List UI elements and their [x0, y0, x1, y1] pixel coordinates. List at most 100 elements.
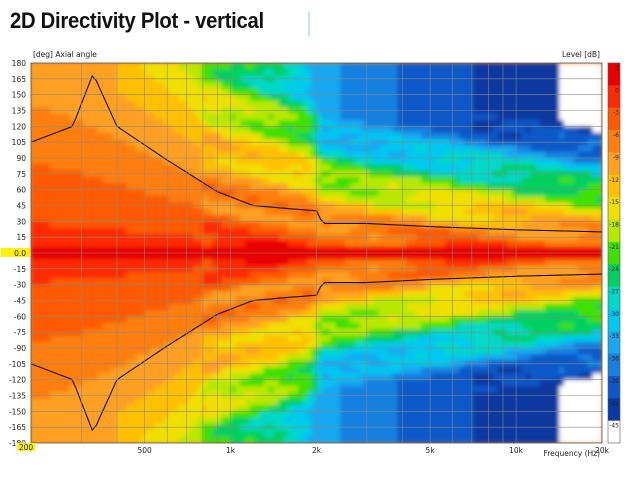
heatmap-cell [54, 322, 61, 330]
heatmap-cell [345, 164, 351, 172]
heatmap-cell [183, 436, 189, 443]
heatmap-cell [326, 215, 332, 222]
heatmap-cell [59, 430, 65, 438]
heatmap-cell [135, 132, 142, 140]
heatmap-cell [249, 88, 256, 96]
heatmap-cell [121, 158, 127, 165]
heatmap-cell [235, 379, 241, 387]
heatmap-cell [235, 329, 241, 336]
heatmap-cell [240, 405, 246, 412]
heatmap-cell [64, 335, 70, 343]
heatmap-cell [230, 63, 237, 70]
heatmap-cell [249, 278, 256, 286]
heatmap-cell [88, 183, 94, 191]
heatmap-cell [402, 189, 408, 197]
heatmap-cell [116, 436, 123, 443]
heatmap-cell [54, 177, 61, 184]
heatmap-cell [149, 246, 156, 254]
heatmap-cell [45, 278, 51, 286]
heatmap-cell [154, 69, 161, 77]
heatmap-cell [335, 63, 341, 70]
heatmap-cell [302, 310, 308, 317]
heatmap-cell [83, 227, 89, 235]
heatmap-cell [249, 405, 256, 412]
heatmap-cell [197, 278, 203, 286]
heatmap-cell [59, 272, 65, 279]
heatmap-cell [154, 189, 161, 197]
heatmap-cell [111, 63, 118, 70]
heatmap-cell [197, 101, 203, 108]
heatmap-cell [316, 151, 322, 159]
heatmap-cell [97, 82, 103, 89]
heatmap-cell [421, 113, 427, 121]
heatmap-cell [340, 145, 346, 153]
heatmap-cell [349, 107, 356, 115]
heatmap-cell [264, 411, 270, 419]
heatmap-cell [283, 151, 289, 159]
heatmap-cell [211, 272, 218, 279]
heatmap-cell [173, 82, 180, 89]
heatmap-cell [92, 430, 99, 438]
heatmap-cell [368, 322, 375, 330]
heatmap-cell [392, 405, 398, 412]
heatmap-cell [340, 341, 346, 349]
heatmap-cell [197, 215, 203, 222]
heatmap-cell [135, 373, 142, 381]
heatmap-cell [245, 284, 251, 292]
heatmap-cell [297, 82, 303, 89]
heatmap-cell [107, 132, 113, 140]
heatmap-cell [69, 341, 75, 349]
heatmap-cell [178, 341, 184, 349]
heatmap-cell [92, 246, 99, 254]
heatmap-cell [392, 196, 398, 203]
heatmap-cell [268, 221, 275, 229]
heatmap-cell [50, 436, 56, 443]
heatmap-cell [416, 126, 422, 134]
heatmap-cell [406, 316, 413, 324]
heatmap-cell [259, 253, 265, 260]
heatmap-cell [316, 417, 322, 425]
heatmap-cell [240, 196, 246, 203]
heatmap-cell [102, 253, 108, 260]
heatmap-cell [178, 88, 184, 96]
heatmap-cell [421, 189, 427, 197]
heatmap-cell [345, 405, 351, 412]
heatmap-cell [345, 227, 351, 235]
heatmap-cell [283, 63, 289, 70]
heatmap-cell [54, 145, 61, 153]
heatmap-cell [69, 278, 75, 286]
heatmap-cell [97, 322, 103, 330]
heatmap-cell [402, 373, 408, 381]
heatmap-cell [273, 284, 280, 292]
heatmap-cell [235, 107, 241, 115]
heatmap-cell [278, 430, 284, 438]
heatmap-cell [102, 227, 108, 235]
heatmap-cell [283, 82, 289, 89]
heatmap-cell [178, 386, 184, 393]
heatmap-cell [349, 145, 356, 153]
heatmap-cell [273, 322, 280, 330]
heatmap-cell [316, 322, 322, 330]
heatmap-cell [211, 101, 218, 108]
heatmap-cell [245, 259, 251, 267]
heatmap-cell [40, 341, 46, 349]
heatmap-cell [59, 120, 65, 127]
heatmap-cell [306, 107, 313, 115]
heatmap-cell [383, 126, 389, 134]
heatmap-cell [116, 291, 123, 298]
heatmap-cell [64, 373, 70, 381]
heatmap-cell [188, 284, 194, 292]
heatmap-cell [254, 82, 260, 89]
heatmap-cell [254, 215, 260, 222]
heatmap-cell [226, 322, 232, 330]
heatmap-cell [416, 253, 422, 260]
heatmap-cell [73, 94, 80, 102]
heatmap-cell [226, 151, 232, 159]
heatmap-cell [311, 94, 318, 102]
heatmap-cell [297, 208, 303, 216]
heatmap-cell [378, 183, 384, 191]
heatmap-cell [126, 316, 132, 324]
heatmap-cell [354, 208, 360, 216]
heatmap-cell [192, 411, 199, 419]
heatmap-cell [349, 215, 356, 222]
